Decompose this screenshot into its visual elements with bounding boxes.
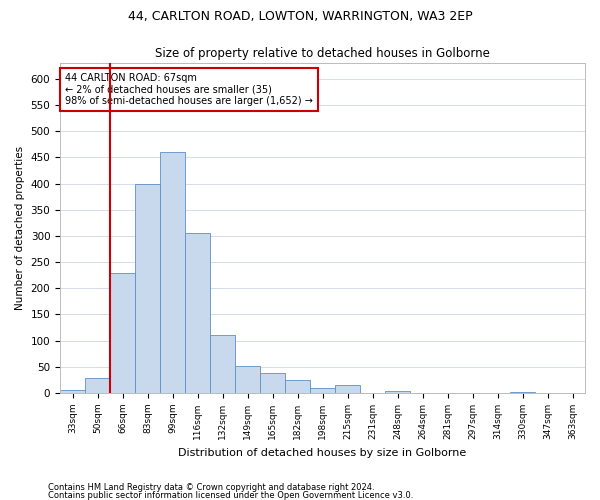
- Bar: [135, 184, 160, 393]
- Bar: [110, 272, 135, 393]
- Bar: [210, 336, 235, 393]
- Title: Size of property relative to detached houses in Golborne: Size of property relative to detached ho…: [155, 48, 490, 60]
- Text: 44 CARLTON ROAD: 67sqm
← 2% of detached houses are smaller (35)
98% of semi-deta: 44 CARLTON ROAD: 67sqm ← 2% of detached …: [65, 73, 313, 106]
- Bar: [60, 390, 85, 393]
- Text: Contains HM Land Registry data © Crown copyright and database right 2024.: Contains HM Land Registry data © Crown c…: [48, 484, 374, 492]
- Bar: [385, 391, 410, 393]
- Bar: [510, 392, 535, 393]
- Bar: [310, 388, 335, 393]
- Bar: [335, 385, 360, 393]
- X-axis label: Distribution of detached houses by size in Golborne: Distribution of detached houses by size …: [178, 448, 467, 458]
- Bar: [285, 380, 310, 393]
- Bar: [160, 152, 185, 393]
- Bar: [235, 366, 260, 393]
- Y-axis label: Number of detached properties: Number of detached properties: [15, 146, 25, 310]
- Text: Contains public sector information licensed under the Open Government Licence v3: Contains public sector information licen…: [48, 490, 413, 500]
- Bar: [185, 234, 210, 393]
- Text: 44, CARLTON ROAD, LOWTON, WARRINGTON, WA3 2EP: 44, CARLTON ROAD, LOWTON, WARRINGTON, WA…: [128, 10, 472, 23]
- Bar: [560, 392, 585, 393]
- Bar: [85, 378, 110, 393]
- Bar: [260, 373, 285, 393]
